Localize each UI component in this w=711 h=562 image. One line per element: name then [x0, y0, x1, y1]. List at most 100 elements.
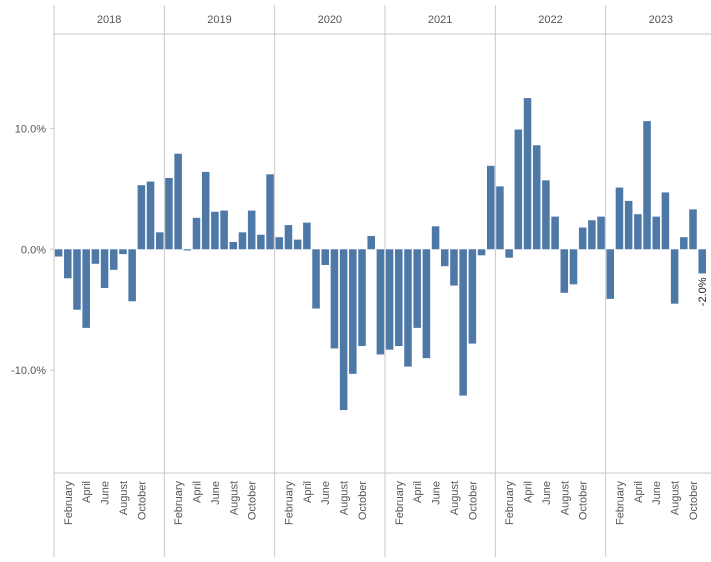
- bar-2020-11: [367, 235, 375, 250]
- bar-2023-7: [661, 192, 670, 250]
- bar-2020-4: [303, 222, 311, 250]
- bar-2020-8: [339, 249, 348, 411]
- bar-2019-6: [211, 211, 219, 250]
- x-tick-label: October: [247, 481, 259, 520]
- x-tick-label: June: [541, 481, 553, 505]
- bar-2021-9: [459, 249, 467, 396]
- y-tick-label: 0.0%: [21, 244, 46, 256]
- bar-2018-5: [91, 249, 100, 264]
- bar-2020-3: [293, 239, 302, 250]
- bar-2019-7: [220, 210, 228, 250]
- bar-2020-1: [275, 237, 284, 250]
- bar-2019-10: [247, 210, 256, 250]
- bar-2022-4: [523, 98, 532, 250]
- bar-2019-1: [165, 177, 173, 250]
- bar-2018-11: [146, 181, 155, 250]
- x-tick-label: April: [523, 481, 535, 503]
- bar-2021-12: [486, 165, 495, 250]
- bar-2022-7: [551, 216, 559, 250]
- bar-2018-10: [137, 185, 146, 250]
- bar-2019-11: [257, 234, 265, 250]
- bar-2022-3: [514, 129, 523, 250]
- bar-2021-6: [431, 226, 440, 250]
- y-tick-label: 10.0%: [15, 123, 46, 135]
- bar-2020-9: [349, 249, 357, 374]
- bar-2021-10: [468, 249, 477, 344]
- bar-2020-2: [284, 225, 293, 250]
- bar-2020-12: [376, 249, 385, 355]
- bar-2021-3: [404, 249, 412, 367]
- x-tick-label: April: [302, 481, 314, 503]
- bar-2023-6: [652, 216, 661, 250]
- bar-2018-6: [100, 249, 109, 288]
- bar-2021-7: [440, 249, 449, 267]
- bar-2019-4: [192, 217, 201, 250]
- bar-2023-9: [680, 237, 688, 250]
- x-tick-label: April: [633, 481, 645, 503]
- bar-2019-8: [229, 242, 238, 250]
- year-header-2020: 2020: [318, 14, 342, 26]
- bar-2022-11: [588, 220, 596, 250]
- x-tick-label: February: [173, 481, 185, 526]
- bar-2021-1: [385, 249, 394, 350]
- x-tick-label: October: [688, 481, 700, 520]
- bar-2022-12: [597, 216, 605, 250]
- bar-2023-11: [698, 249, 706, 274]
- x-tick-label: October: [136, 481, 148, 520]
- x-tick-label: February: [614, 481, 626, 526]
- x-tick-label: April: [81, 481, 93, 503]
- bar-2022-2: [505, 249, 513, 258]
- x-tick-label: April: [192, 481, 204, 503]
- bar-2020-7: [330, 249, 339, 349]
- x-tick-label: August: [559, 481, 571, 515]
- x-tick-label: June: [431, 481, 443, 505]
- bar-2023-1: [606, 249, 615, 299]
- year-header-2019: 2019: [207, 14, 231, 26]
- x-tick-label: February: [63, 481, 75, 526]
- x-tick-label: June: [651, 481, 663, 505]
- x-tick-label: October: [578, 481, 590, 520]
- bar-2019-9: [238, 232, 247, 250]
- bar-2022-6: [542, 180, 550, 250]
- bar-2021-4: [413, 249, 421, 328]
- x-tick-label: June: [100, 481, 112, 505]
- bar-2021-2: [395, 249, 403, 347]
- x-tick-label: April: [412, 481, 424, 503]
- x-tick-label: August: [228, 481, 240, 515]
- bar-2022-1: [496, 186, 504, 250]
- x-tick-label: February: [394, 481, 406, 526]
- bar-2023-5: [643, 121, 651, 250]
- y-tick-label: -10.0%: [11, 365, 46, 377]
- bar-2022-10: [578, 227, 587, 250]
- x-tick-label: October: [467, 481, 479, 520]
- bar-2018-2: [64, 249, 72, 279]
- x-tick-label: February: [504, 481, 516, 526]
- x-tick-label: October: [357, 481, 369, 520]
- bar-2018-3: [73, 249, 81, 310]
- bar-2023-8: [670, 249, 679, 304]
- bar-2021-11: [477, 249, 486, 256]
- bar-2018-12: [155, 232, 164, 250]
- x-tick-label: August: [118, 481, 130, 515]
- bar-2019-12: [266, 174, 274, 250]
- data-label: -2.0%: [697, 277, 709, 306]
- bar-2019-5: [201, 171, 210, 250]
- bar-2021-8: [450, 249, 458, 286]
- bar-2018-7: [109, 249, 118, 270]
- year-header-2022: 2022: [538, 14, 562, 26]
- x-tick-label: February: [283, 481, 295, 526]
- bar-2022-9: [569, 249, 578, 285]
- bar-2020-6: [321, 249, 330, 265]
- bar-2018-4: [82, 249, 90, 328]
- x-tick-label: August: [670, 481, 682, 515]
- bar-2022-8: [560, 249, 569, 293]
- bar-2021-5: [422, 249, 431, 359]
- bar-2022-5: [532, 145, 541, 250]
- bar-2018-8: [119, 249, 127, 255]
- bar-2020-5: [312, 249, 320, 309]
- x-tick-label: August: [449, 481, 461, 515]
- year-header-2021: 2021: [428, 14, 452, 26]
- bar-2023-4: [634, 214, 642, 250]
- bar-2018-9: [128, 249, 136, 302]
